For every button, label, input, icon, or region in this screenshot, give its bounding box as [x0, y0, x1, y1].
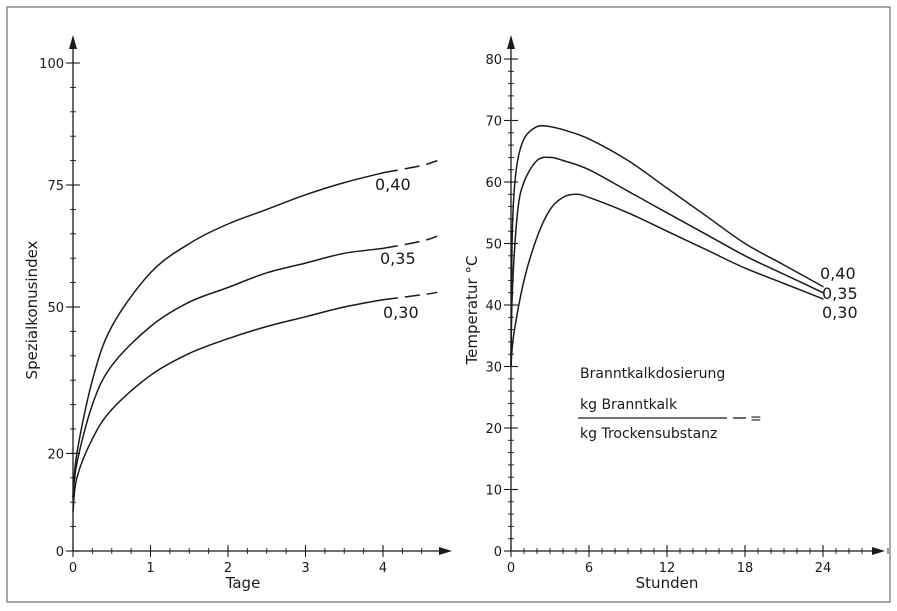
right-x-axis-label: Stunden: [636, 574, 699, 592]
left-curve-040-extrapolated: [382, 159, 438, 174]
left-y-tick-label: 100: [39, 57, 64, 72]
left-axes: 0 1 2 3 4 0 20 50 75 100: [39, 35, 452, 576]
right-y-tick-label: 70: [485, 115, 502, 130]
right-x-tick-label: 6: [585, 561, 593, 576]
left-x-axis-arrow: [439, 547, 452, 555]
right-y-tick-label: 30: [485, 361, 502, 376]
left-y-axis-label: Spezialkonusindex: [23, 240, 41, 379]
right-x-tick-label: 24: [815, 561, 832, 576]
left-chart: 0 1 2 3 4 0 20 50 75 100 Tage Spezialkonusindex 0…: [23, 35, 452, 592]
left-curves: [72, 159, 438, 513]
right-curve-030: [510, 193, 824, 368]
left-curve-030: [72, 298, 384, 513]
right-x-tick-label: 12: [659, 561, 676, 576]
right-y-tick-label: 60: [485, 176, 502, 191]
right-curve-035: [510, 156, 824, 368]
left-series-label-035: 0,35: [380, 249, 416, 268]
legend-denominator: kg Trockensubstanz: [580, 426, 717, 442]
right-series-label-030: 0,30: [822, 303, 858, 322]
right-y-axis-arrow: [507, 35, 515, 49]
right-chart: 0 6 12 18 24 0 10 20 30 40 50 60 70 80 Stunden Temper…: [463, 35, 889, 592]
right-y-tick-label: 50: [485, 238, 502, 253]
left-x-tick-label: 3: [301, 561, 309, 576]
left-curve-035-extrapolated: [382, 235, 438, 250]
right-x-axis-arrow: [872, 547, 885, 555]
dosage-legend: Branntkalkdosierung kg Branntkalk kg Tro…: [578, 366, 762, 442]
legend-numerator: kg Branntkalk: [580, 397, 678, 413]
legend-title: Branntkalkdosierung: [580, 366, 725, 382]
right-y-axis-label: Temperatur °C: [463, 256, 481, 366]
right-curve-040: [510, 124, 824, 368]
left-x-tick-label: 0: [69, 561, 77, 576]
left-y-tick-label: 75: [47, 179, 64, 194]
right-axes: 0 6 12 18 24 0 10 20 30 40 50 60 70 80: [485, 35, 889, 576]
left-curve-040: [72, 172, 384, 499]
left-y-tick-label: 0: [56, 545, 64, 560]
left-x-axis-label: Tage: [225, 574, 261, 592]
right-y-tick-label: 20: [485, 422, 502, 437]
right-curves: [510, 124, 824, 368]
right-x-tick-label: 0: [507, 561, 515, 576]
right-y-tick-label: 40: [485, 299, 502, 314]
left-curve-035: [72, 247, 384, 499]
right-y-tick-label: 80: [485, 53, 502, 68]
left-y-axis-arrow: [69, 35, 77, 49]
left-y-tick-label: 20: [47, 447, 64, 462]
left-x-tick-label: 1: [146, 561, 154, 576]
left-x-tick-label: 4: [379, 561, 387, 576]
right-series-label-040: 0,40: [820, 264, 856, 283]
left-curve-030-extrapolated: [382, 291, 438, 301]
right-y-tick-label: 10: [485, 484, 502, 499]
right-series-label-035: 0,35: [822, 284, 858, 303]
left-x-tick-label: 2: [224, 561, 232, 576]
left-y-tick-label: 50: [47, 301, 64, 316]
right-x-tick-label: 18: [737, 561, 754, 576]
legend-equals: =: [750, 411, 762, 427]
left-series-label-040: 0,40: [375, 175, 411, 194]
left-series-label-030: 0,30: [383, 303, 419, 322]
right-y-tick-label: 0: [494, 545, 502, 560]
figure-frame: [6, 6, 891, 603]
